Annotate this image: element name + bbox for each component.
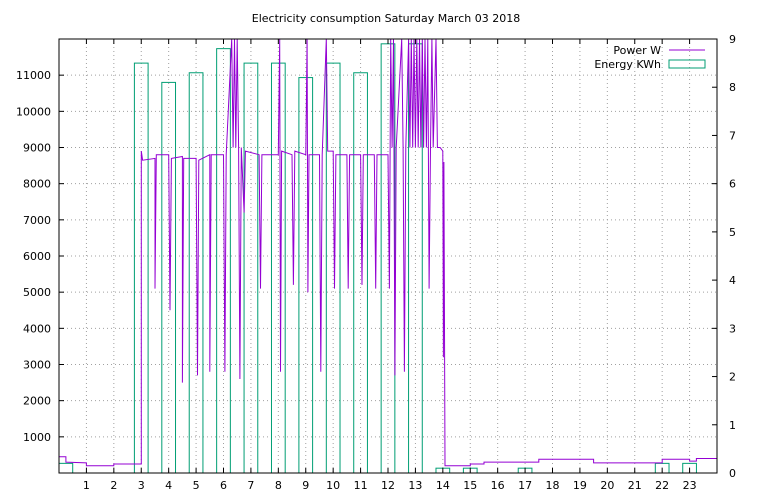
y-tick-label: 8000 — [23, 178, 51, 191]
x-tick-label: 21 — [628, 479, 642, 492]
energy-bar — [161, 81, 177, 474]
x-tick-label: 11 — [354, 479, 368, 492]
y2-tick-label: 4 — [729, 274, 736, 287]
x-tick-label: 18 — [546, 479, 560, 492]
energy-bar — [188, 72, 204, 474]
y-tick-label: 7000 — [23, 214, 51, 227]
legend: Power W Energy KWh — [594, 44, 706, 71]
x-tick-label: 16 — [491, 479, 505, 492]
y2-tick-label: 9 — [729, 33, 736, 46]
y-tick-label: 5000 — [23, 286, 51, 299]
legend-energy-swatch — [668, 59, 706, 69]
x-tick-label: 3 — [138, 479, 145, 492]
x-tick-label: 2 — [110, 479, 117, 492]
x-tick-label: 6 — [220, 479, 227, 492]
y-tick-label: 11000 — [16, 69, 51, 82]
x-tick-label: 1 — [83, 479, 90, 492]
legend-power-label: Power W — [613, 44, 661, 57]
y-tick-label: 10000 — [16, 105, 51, 118]
x-tick-label: 22 — [655, 479, 669, 492]
axes: 1 2 3 4 5 6 7 8 9 10 11 12 13 14 15 16 17 18 19 20 21 22 23100… — [16, 33, 736, 492]
x-tick-label: 9 — [302, 479, 309, 492]
y2-tick-label: 7 — [729, 129, 736, 142]
y-tick-label: 2000 — [23, 395, 51, 408]
grid-lines — [59, 39, 717, 473]
energy-bar — [58, 462, 74, 474]
y-tick-label: 4000 — [23, 322, 51, 335]
y2-tick-label: 1 — [729, 419, 736, 432]
y2-tick-label: 0 — [729, 467, 736, 480]
y2-tick-label: 6 — [729, 178, 736, 191]
x-tick-label: 20 — [600, 479, 614, 492]
energy-bar — [353, 72, 368, 474]
x-tick-label: 15 — [463, 479, 477, 492]
y2-tick-label: 8 — [729, 81, 736, 94]
x-tick-label: 19 — [573, 479, 587, 492]
x-tick-label: 14 — [436, 479, 450, 492]
y2-tick-label: 3 — [729, 322, 736, 335]
y-tick-label: 3000 — [23, 359, 51, 372]
x-tick-label: 23 — [683, 479, 697, 492]
x-tick-label: 17 — [518, 479, 532, 492]
y-tick-label: 1000 — [23, 431, 51, 444]
x-tick-label: 10 — [326, 479, 340, 492]
legend-energy-label: Energy KWh — [594, 58, 661, 71]
y-tick-label: 6000 — [23, 250, 51, 263]
chart-title: Electricity consumption Saturday March 0… — [252, 12, 520, 25]
power-line — [59, 38, 717, 467]
x-tick-label: 4 — [165, 479, 172, 492]
x-tick-label: 5 — [193, 479, 200, 492]
y-tick-label: 9000 — [23, 142, 51, 155]
y2-tick-label: 5 — [729, 226, 736, 239]
x-tick-label: 8 — [275, 479, 282, 492]
y2-tick-label: 2 — [729, 371, 736, 384]
x-tick-label: 7 — [247, 479, 254, 492]
power-series — [59, 38, 717, 467]
x-tick-label: 13 — [408, 479, 422, 492]
x-tick-label: 12 — [381, 479, 395, 492]
